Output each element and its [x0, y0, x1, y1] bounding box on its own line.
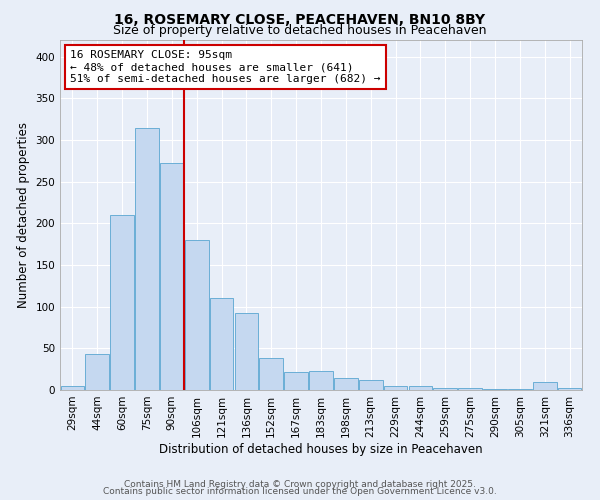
Bar [160, 162, 184, 390]
Bar [483, 389, 507, 390]
Bar [235, 314, 258, 390]
Bar [284, 372, 308, 390]
X-axis label: Distribution of detached houses by size in Peacehaven: Distribution of detached houses by size … [159, 442, 483, 456]
Bar [384, 386, 407, 390]
Bar [259, 358, 283, 390]
Text: 16 ROSEMARY CLOSE: 95sqm
← 48% of detached houses are smaller (641)
51% of semi-: 16 ROSEMARY CLOSE: 95sqm ← 48% of detach… [70, 50, 381, 84]
Y-axis label: Number of detached properties: Number of detached properties [17, 122, 30, 308]
Bar [334, 378, 358, 390]
Bar [409, 386, 432, 390]
Bar [110, 215, 134, 390]
Bar [533, 382, 557, 390]
Text: 16, ROSEMARY CLOSE, PEACEHAVEN, BN10 8BY: 16, ROSEMARY CLOSE, PEACEHAVEN, BN10 8BY [115, 12, 485, 26]
Bar [508, 389, 532, 390]
Bar [85, 354, 109, 390]
Bar [185, 240, 209, 390]
Bar [558, 388, 581, 390]
Text: Size of property relative to detached houses in Peacehaven: Size of property relative to detached ho… [113, 24, 487, 37]
Bar [433, 388, 457, 390]
Text: Contains HM Land Registry data © Crown copyright and database right 2025.: Contains HM Land Registry data © Crown c… [124, 480, 476, 489]
Bar [61, 386, 84, 390]
Bar [210, 298, 233, 390]
Bar [458, 388, 482, 390]
Bar [309, 371, 333, 390]
Bar [359, 380, 383, 390]
Text: Contains public sector information licensed under the Open Government Licence v3: Contains public sector information licen… [103, 487, 497, 496]
Bar [135, 128, 159, 390]
